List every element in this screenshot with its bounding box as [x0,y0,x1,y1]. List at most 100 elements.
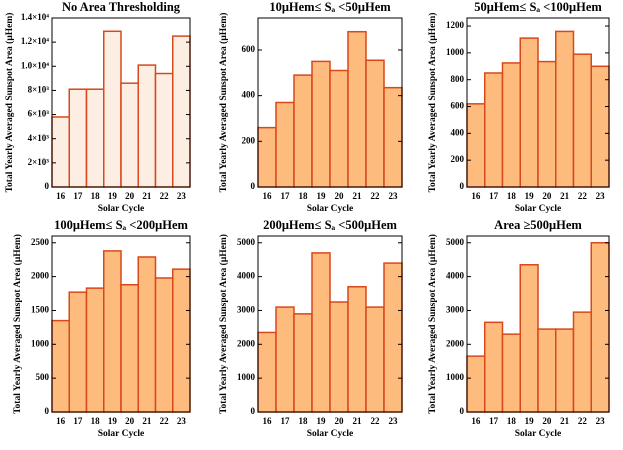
y-axis-label: Total Yearly Averaged Sunspot Area (μHem… [218,234,229,414]
y-tick-label: 0 [460,406,465,416]
x-tick-label: 17 [281,416,291,426]
x-tick-label: 20 [125,191,135,201]
x-tick-label: 21 [353,191,363,201]
y-axis-label: Total Yearly Averaged Sunspot Area (μHem… [427,13,438,193]
x-tick-label: 23 [389,191,399,201]
x-axis-label: Solar Cycle [98,204,145,214]
bar [347,30,367,188]
x-tick-label: 22 [160,191,170,201]
x-tick-label: 18 [91,416,101,426]
x-tick-label: 22 [578,191,588,201]
plot-frame [466,235,610,413]
plot-frame [257,17,403,188]
bar [519,37,539,188]
bar [103,30,122,188]
chart-title: 10μHem≤ Sₐ <50μHem [269,0,391,14]
bar [68,291,88,413]
y-tick-label: 1000 [237,372,256,382]
x-tick-label: 17 [489,191,499,201]
plot-frame [51,235,191,413]
x-tick-label: 16 [263,416,273,426]
x-tick-label: 21 [560,191,570,201]
bar [51,319,70,413]
y-tick-label: 2000 [237,338,256,348]
x-tick-label: 18 [299,191,309,201]
x-tick-label: 23 [177,191,187,201]
x-tick-label: 19 [525,416,535,426]
x-tick-label: 20 [335,191,345,201]
bar [103,250,122,413]
y-tick-label: 2×10³ [28,157,50,167]
y-tick-label: 4×10³ [28,133,50,143]
bar [120,283,139,413]
x-axis-label: Solar Cycle [307,204,354,214]
x-tick-label: 16 [263,191,273,201]
y-tick-label: 1000 [446,372,465,382]
bar [51,116,70,188]
x-tick-label: 19 [525,191,535,201]
y-tick-label: 1.4×10⁴ [21,12,49,22]
bar [329,69,349,188]
bar [519,264,539,413]
y-tick-label: 1.0×10⁴ [21,60,49,70]
bar [572,311,592,413]
y-axis-label: Total Yearly Averaged Sunspot Area (μHem… [4,13,15,193]
x-tick-label: 17 [73,416,83,426]
y-tick-label: 0 [45,181,50,191]
x-tick-label: 22 [371,416,381,426]
x-tick-label: 17 [489,416,499,426]
bar [137,256,157,413]
x-tick-label: 21 [142,416,152,426]
bar [311,252,331,413]
bar [154,72,174,188]
x-tick-label: 18 [299,416,309,426]
bar [257,126,277,188]
bar [172,35,191,188]
x-tick-label: 23 [177,416,187,426]
y-tick-label: 0 [251,406,256,416]
chart-title: 200μHem≤ Sₐ <500μHem [263,218,397,232]
y-tick-label: 4000 [446,271,465,281]
x-tick-label: 16 [56,416,66,426]
bar [572,53,592,188]
chart-title: 100μHem≤ Sₐ <200μHem [54,218,188,232]
chart-title: No Area Thresholding [62,0,181,14]
bar [293,74,313,188]
bar [154,277,174,413]
bar [590,65,610,188]
x-tick-label: 23 [596,416,606,426]
y-tick-label: 3000 [237,305,256,315]
y-tick-label: 5000 [446,237,465,247]
bar [501,62,521,188]
y-tick-label: 200 [242,135,256,145]
x-tick-label: 18 [507,416,517,426]
chart-title: Area ≥500μHem [494,218,582,232]
bar [383,86,403,188]
bar [120,82,139,188]
bar [383,262,403,413]
x-tick-label: 21 [142,191,152,201]
y-tick-label: 1500 [31,305,50,315]
x-tick-label: 21 [353,416,363,426]
bar [537,60,557,188]
plot-frame [51,17,191,188]
plot-frame [257,235,403,413]
bar [311,60,331,188]
x-axis-label: Solar Cycle [307,429,354,439]
y-tick-label: 400 [451,127,465,137]
y-tick-label: 800 [451,74,465,84]
x-tick-label: 16 [471,416,481,426]
y-axis-label: Total Yearly Averaged Sunspot Area (μHem… [218,13,229,193]
bar [275,306,295,413]
y-tick-label: 0 [45,406,50,416]
y-tick-label: 0 [460,181,465,191]
x-tick-label: 17 [281,191,291,201]
bar [275,101,295,188]
bar [466,355,486,413]
y-tick-label: 2500 [31,237,50,247]
bar [501,333,521,413]
y-tick-label: 1200 [446,20,465,30]
x-tick-label: 22 [160,416,170,426]
bar [590,242,610,413]
x-tick-label: 18 [507,191,517,201]
